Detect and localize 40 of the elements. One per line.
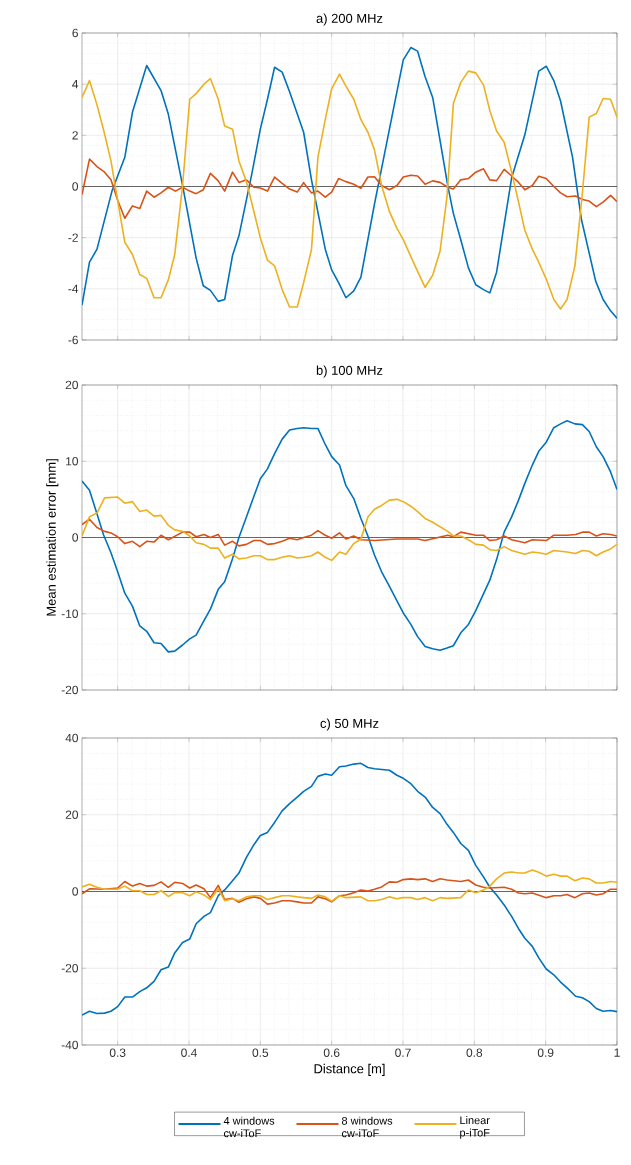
legend-label: Linear p-iToF (460, 1116, 490, 1139)
y-tick-label: 6 (72, 28, 78, 38)
y-tick-label: 10 (66, 457, 79, 466)
y-tick-label: 0 (72, 533, 79, 542)
line-series (82, 869, 617, 902)
y-tick-label: 2 (72, 131, 78, 140)
chart-title: b) 100 MHz (316, 365, 383, 378)
y-tick-label: -40 (61, 1040, 79, 1050)
x-axis-title: Distance [m] (314, 1063, 385, 1076)
x-tick-label: 0.9 (537, 1048, 554, 1057)
line-series (82, 518, 617, 548)
y-tick-label: -2 (68, 233, 78, 242)
chart-title: a) 200 MHz (316, 13, 383, 26)
line-series (82, 420, 617, 653)
y-tick-label: 20 (65, 380, 79, 390)
y-tick-label: -6 (68, 335, 78, 345)
y-tick-label: 4 (72, 80, 79, 89)
y-tick-label: -10 (61, 609, 79, 618)
legend-label: 8 windows cw-iToF (341, 1116, 393, 1138)
legend-label: 4 windows cw-iToF (223, 1116, 275, 1138)
x-tick-label: 0.4 (181, 1048, 197, 1057)
y-tick-label: 0 (72, 887, 79, 896)
x-tick-label: 0.3 (109, 1048, 126, 1057)
y-axis-title: Mean estimation error [mm] (46, 459, 59, 616)
y-tick-label: -20 (61, 964, 79, 973)
line-series (82, 878, 617, 905)
line-series (82, 762, 617, 1016)
line-series (82, 496, 617, 562)
y-tick-label: -20 (61, 685, 79, 695)
line-series (82, 158, 617, 220)
y-tick-label: 0 (72, 182, 79, 191)
y-tick-label: -4 (68, 284, 79, 293)
y-tick-label: 20 (65, 810, 79, 819)
x-tick-label: 0.5 (252, 1048, 269, 1057)
y-tick-label: 40 (65, 733, 79, 743)
x-tick-label: 1 (614, 1048, 620, 1057)
chart-title: c) 50 MHz (320, 718, 379, 731)
x-tick-label: 0.6 (323, 1048, 340, 1057)
x-tick-label: 0.7 (395, 1048, 411, 1057)
x-tick-label: 0.8 (466, 1048, 483, 1057)
